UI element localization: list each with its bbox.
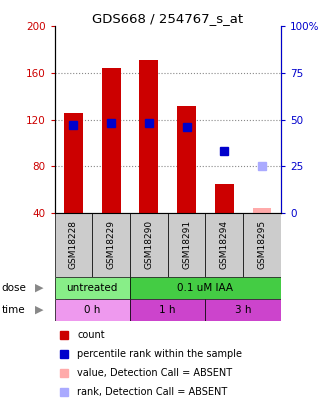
Bar bbox=[215, 183, 234, 213]
Text: percentile rank within the sample: percentile rank within the sample bbox=[77, 349, 242, 359]
Bar bbox=[243, 213, 281, 277]
Bar bbox=[205, 213, 243, 277]
Text: rank, Detection Call = ABSENT: rank, Detection Call = ABSENT bbox=[77, 387, 228, 396]
Bar bbox=[139, 60, 158, 213]
Bar bbox=[130, 299, 205, 321]
Text: GSM18290: GSM18290 bbox=[144, 220, 153, 269]
Text: GSM18294: GSM18294 bbox=[220, 220, 229, 269]
Text: 0 h: 0 h bbox=[84, 305, 100, 315]
Text: GSM18295: GSM18295 bbox=[257, 220, 266, 269]
Text: GSM18228: GSM18228 bbox=[69, 220, 78, 269]
Text: dose: dose bbox=[2, 283, 26, 293]
Bar bbox=[168, 213, 205, 277]
Text: 3 h: 3 h bbox=[235, 305, 251, 315]
Text: count: count bbox=[77, 330, 105, 340]
Text: 1 h: 1 h bbox=[160, 305, 176, 315]
Text: ▶: ▶ bbox=[35, 305, 43, 315]
Bar bbox=[130, 277, 281, 299]
Bar bbox=[130, 213, 168, 277]
Bar bbox=[177, 106, 196, 213]
Bar bbox=[55, 213, 92, 277]
Text: untreated: untreated bbox=[66, 283, 118, 293]
Bar bbox=[253, 208, 272, 213]
Title: GDS668 / 254767_s_at: GDS668 / 254767_s_at bbox=[92, 12, 243, 25]
Text: value, Detection Call = ABSENT: value, Detection Call = ABSENT bbox=[77, 368, 232, 377]
Bar bbox=[102, 68, 121, 213]
Bar bbox=[92, 213, 130, 277]
Text: GSM18291: GSM18291 bbox=[182, 220, 191, 269]
Bar bbox=[205, 299, 281, 321]
Text: 0.1 uM IAA: 0.1 uM IAA bbox=[178, 283, 233, 293]
Bar bbox=[55, 299, 130, 321]
Text: time: time bbox=[2, 305, 25, 315]
Text: GSM18229: GSM18229 bbox=[107, 220, 116, 269]
Bar bbox=[64, 113, 83, 213]
Text: ▶: ▶ bbox=[35, 283, 43, 293]
Bar bbox=[55, 277, 130, 299]
